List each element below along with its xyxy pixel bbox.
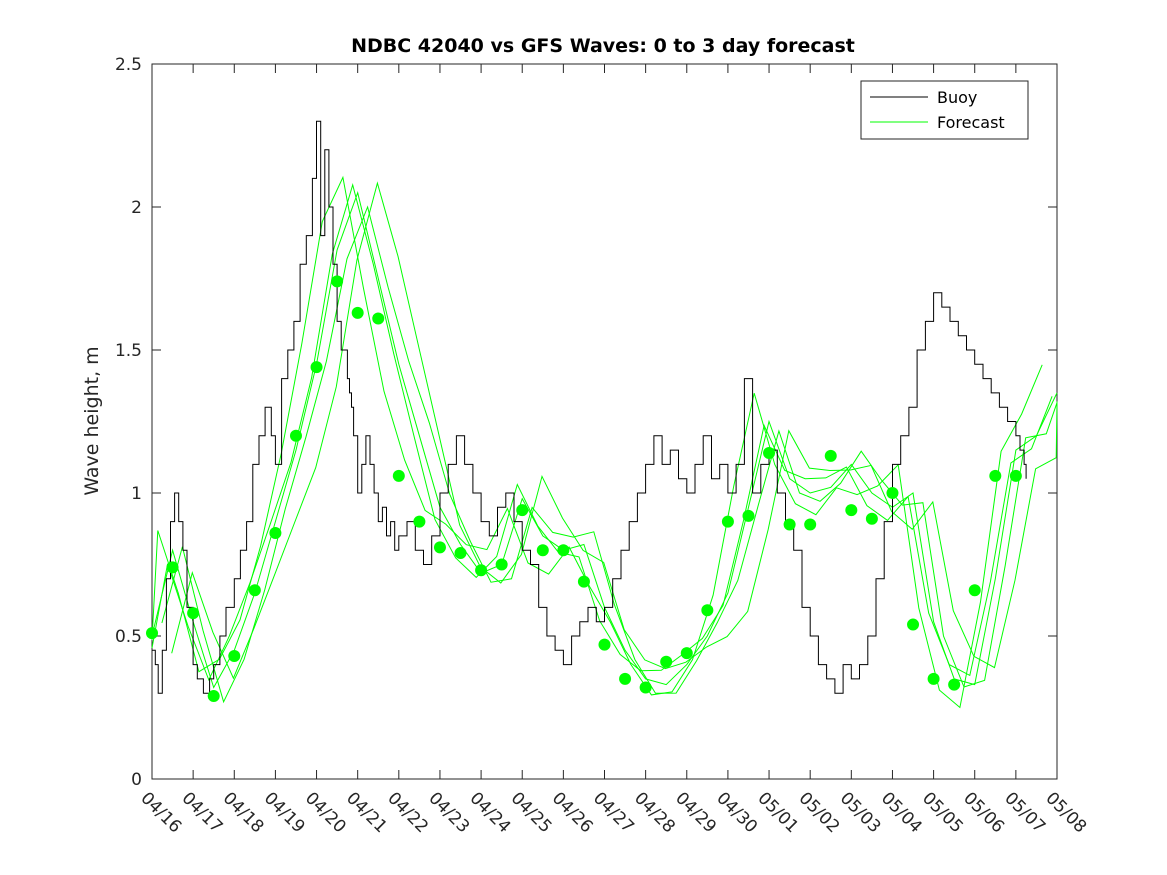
forecast-point xyxy=(269,527,282,540)
forecast-point xyxy=(619,672,632,685)
forecast-point xyxy=(516,504,529,517)
forecast-point xyxy=(948,678,961,691)
forecast-point xyxy=(824,449,837,462)
forecast-point xyxy=(146,627,158,640)
forecast-point xyxy=(331,275,344,288)
forecast-point xyxy=(351,306,364,319)
forecast-point xyxy=(536,544,549,557)
x-tick-label: 05/03 xyxy=(836,788,885,837)
forecast-line xyxy=(151,183,1053,682)
forecast-point xyxy=(804,518,817,531)
forecast-line xyxy=(151,175,1043,709)
axes-frame xyxy=(151,63,1058,780)
forecast-point xyxy=(639,681,652,694)
forecast-point xyxy=(968,584,981,597)
x-tick-label: 05/01 xyxy=(754,788,803,837)
x-tick-label: 04/23 xyxy=(424,788,473,837)
x-tick-label: 05/06 xyxy=(959,788,1008,837)
forecast-point xyxy=(228,650,241,663)
x-tick-label: 04/29 xyxy=(671,788,720,837)
x-tick-label: 04/30 xyxy=(712,788,761,837)
x-tick-label: 04/18 xyxy=(219,788,268,837)
forecast-point xyxy=(680,647,693,660)
forecast-point xyxy=(392,469,405,482)
x-tick-label: 04/25 xyxy=(507,788,556,837)
forecast-point xyxy=(372,312,385,325)
forecast-point xyxy=(886,487,899,499)
forecast-point xyxy=(660,655,673,668)
forecast-point xyxy=(1009,469,1022,482)
x-tick-label: 04/28 xyxy=(630,788,679,837)
forecast-point xyxy=(989,469,1002,482)
forecast-point xyxy=(413,515,426,528)
y-tick-label: 1.5 xyxy=(115,341,142,361)
forecast-point xyxy=(433,541,446,554)
forecast-point xyxy=(475,564,488,577)
x-tick-label: 04/16 xyxy=(136,788,185,837)
legend-forecast-label: Forecast xyxy=(937,113,1005,132)
x-tick-label: 04/17 xyxy=(178,788,227,837)
x-tick-label: 04/24 xyxy=(466,788,515,837)
forecast-point xyxy=(721,515,734,528)
x-tick-label: 04/20 xyxy=(301,788,350,837)
forecast-point xyxy=(248,584,261,597)
forecast-point xyxy=(927,672,940,685)
forecast-point xyxy=(187,607,200,620)
x-tick-label: 05/05 xyxy=(918,788,967,837)
forecast-point xyxy=(865,512,878,525)
y-tick-label: 2.5 xyxy=(115,55,142,75)
y-tick-label: 0 xyxy=(131,770,142,790)
forecast-point xyxy=(207,690,220,703)
forecast-point xyxy=(742,509,755,522)
forecast-line xyxy=(161,205,1058,704)
y-tick-label: 2 xyxy=(131,198,142,218)
x-tick-label: 05/04 xyxy=(877,788,926,837)
forecast-point xyxy=(907,618,920,631)
chart-title: NDBC 42040 vs GFS Waves: 0 to 3 day fore… xyxy=(351,35,855,57)
x-tick-label: 04/19 xyxy=(260,788,309,837)
forecast-point xyxy=(289,429,302,442)
forecast-point xyxy=(598,638,611,651)
forecast-point xyxy=(495,558,508,571)
legend-box xyxy=(860,80,1029,140)
x-tick-label: 05/07 xyxy=(1000,788,1049,837)
x-tick-label: 05/02 xyxy=(795,788,844,837)
forecast-point xyxy=(845,504,858,517)
x-tick-label: 04/21 xyxy=(342,788,391,837)
forecast-point xyxy=(166,561,179,574)
plot-area: 00.511.522.504/1604/1704/1804/1904/2004/… xyxy=(115,55,1090,837)
y-tick-label: 0.5 xyxy=(115,627,142,647)
x-tick-label: 04/27 xyxy=(589,788,638,837)
buoy-line xyxy=(152,120,1027,694)
forecast-point xyxy=(701,604,714,617)
forecast-line xyxy=(171,181,1058,680)
x-tick-label: 04/22 xyxy=(383,788,432,837)
legend-buoy-label: Buoy xyxy=(937,88,977,107)
forecast-point xyxy=(557,544,570,557)
forecast-point xyxy=(763,446,776,459)
y-tick-label: 1 xyxy=(131,484,142,504)
forecast-point xyxy=(310,361,323,374)
legend: Buoy Forecast xyxy=(860,80,1029,140)
forecast-point xyxy=(783,518,796,531)
x-tick-label: 05/08 xyxy=(1041,788,1090,837)
x-tick-label: 04/26 xyxy=(548,788,597,837)
forecast-point xyxy=(454,547,467,560)
y-axis-label: Wave height, m xyxy=(81,346,103,495)
forecast-point xyxy=(577,575,590,588)
